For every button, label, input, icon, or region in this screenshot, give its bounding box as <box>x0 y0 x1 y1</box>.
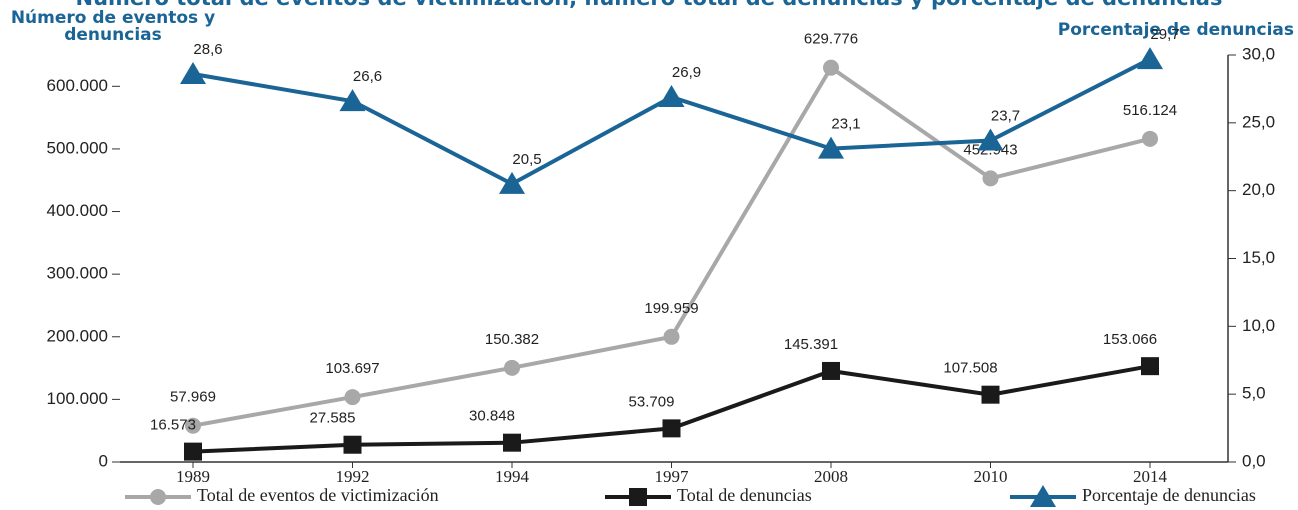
x-tick-label: 1989 <box>176 467 210 486</box>
x-tick-label: 1997 <box>655 467 690 486</box>
point <box>823 59 839 76</box>
legend-label: Porcentaje de denuncias <box>1082 485 1256 505</box>
point <box>1142 130 1158 147</box>
x-tick-label: 2014 <box>1133 467 1168 486</box>
data-label: 23,1 <box>831 116 860 133</box>
y-tick-label: 200.000 <box>47 326 108 345</box>
y2-tick-label: 0,0 <box>1242 451 1266 470</box>
y2-tick-label: 30,0 <box>1242 44 1275 63</box>
point <box>184 442 202 461</box>
data-label: 629.776 <box>804 31 858 48</box>
data-label: 30.848 <box>469 408 515 425</box>
data-label: 26,9 <box>672 64 701 81</box>
point <box>982 170 999 187</box>
point <box>180 61 206 84</box>
point <box>658 85 685 108</box>
point <box>629 488 647 506</box>
data-label: 199.959 <box>644 300 698 317</box>
y-tick-label: 400.000 <box>47 201 108 220</box>
data-label: 153.066 <box>1103 331 1157 348</box>
data-label: 27.585 <box>310 410 356 427</box>
point <box>344 389 361 406</box>
point <box>504 359 520 376</box>
data-label: 516.124 <box>1123 102 1177 119</box>
y-tick-label: 600.000 <box>47 76 108 95</box>
y2-tick-label: 5,0 <box>1242 384 1266 403</box>
data-label: 103.697 <box>325 360 379 377</box>
y-tick-label: 500.000 <box>47 138 108 157</box>
y-tick-label: 300.000 <box>47 264 108 283</box>
x-tick-label: 1992 <box>336 467 370 486</box>
y-axis-title: Número de eventos y denuncias <box>10 8 216 45</box>
point <box>1137 47 1163 70</box>
y2-axis-title: Porcentaje de denuncias <box>1057 20 1294 40</box>
data-label: 150.382 <box>485 331 539 348</box>
y-tick-label: 100.000 <box>47 389 108 408</box>
x-tick-label: 2008 <box>814 467 848 486</box>
point <box>150 489 166 505</box>
point <box>662 419 681 438</box>
point <box>977 128 1004 151</box>
x-tick-label: 1994 <box>495 467 530 486</box>
data-label: 145.391 <box>784 336 838 353</box>
y2-tick-label: 20,0 <box>1242 180 1275 199</box>
y2-tick-label: 15,0 <box>1242 248 1275 267</box>
point <box>1030 485 1056 507</box>
y-tick-label: 0 <box>99 451 108 470</box>
data-label: 57.969 <box>170 389 216 406</box>
x-tick-label: 2010 <box>974 467 1008 486</box>
point <box>499 171 525 194</box>
data-label: 53.709 <box>629 393 675 410</box>
y2-tick-label: 10,0 <box>1242 316 1275 335</box>
point <box>818 136 844 159</box>
point <box>822 361 840 380</box>
point <box>503 433 521 452</box>
chart-title: Número total de eventos de victimización… <box>0 0 1298 10</box>
data-label: 29,7 <box>1150 26 1179 43</box>
data-label: 28,6 <box>193 41 222 58</box>
data-label: 20,5 <box>512 151 541 168</box>
point <box>663 328 680 345</box>
point <box>1141 357 1159 376</box>
point <box>343 435 362 454</box>
legend-label: Total de denuncias <box>677 485 812 505</box>
data-label: 26,6 <box>353 68 382 85</box>
data-label: 23,7 <box>991 107 1020 124</box>
point <box>981 385 1000 404</box>
data-label: 107.508 <box>943 360 997 377</box>
point <box>185 417 201 434</box>
point <box>339 89 366 112</box>
legend-label: Total de eventos de victimización <box>197 485 439 505</box>
data-label: 16.573 <box>150 417 196 434</box>
y2-tick-label: 25,0 <box>1242 112 1275 131</box>
